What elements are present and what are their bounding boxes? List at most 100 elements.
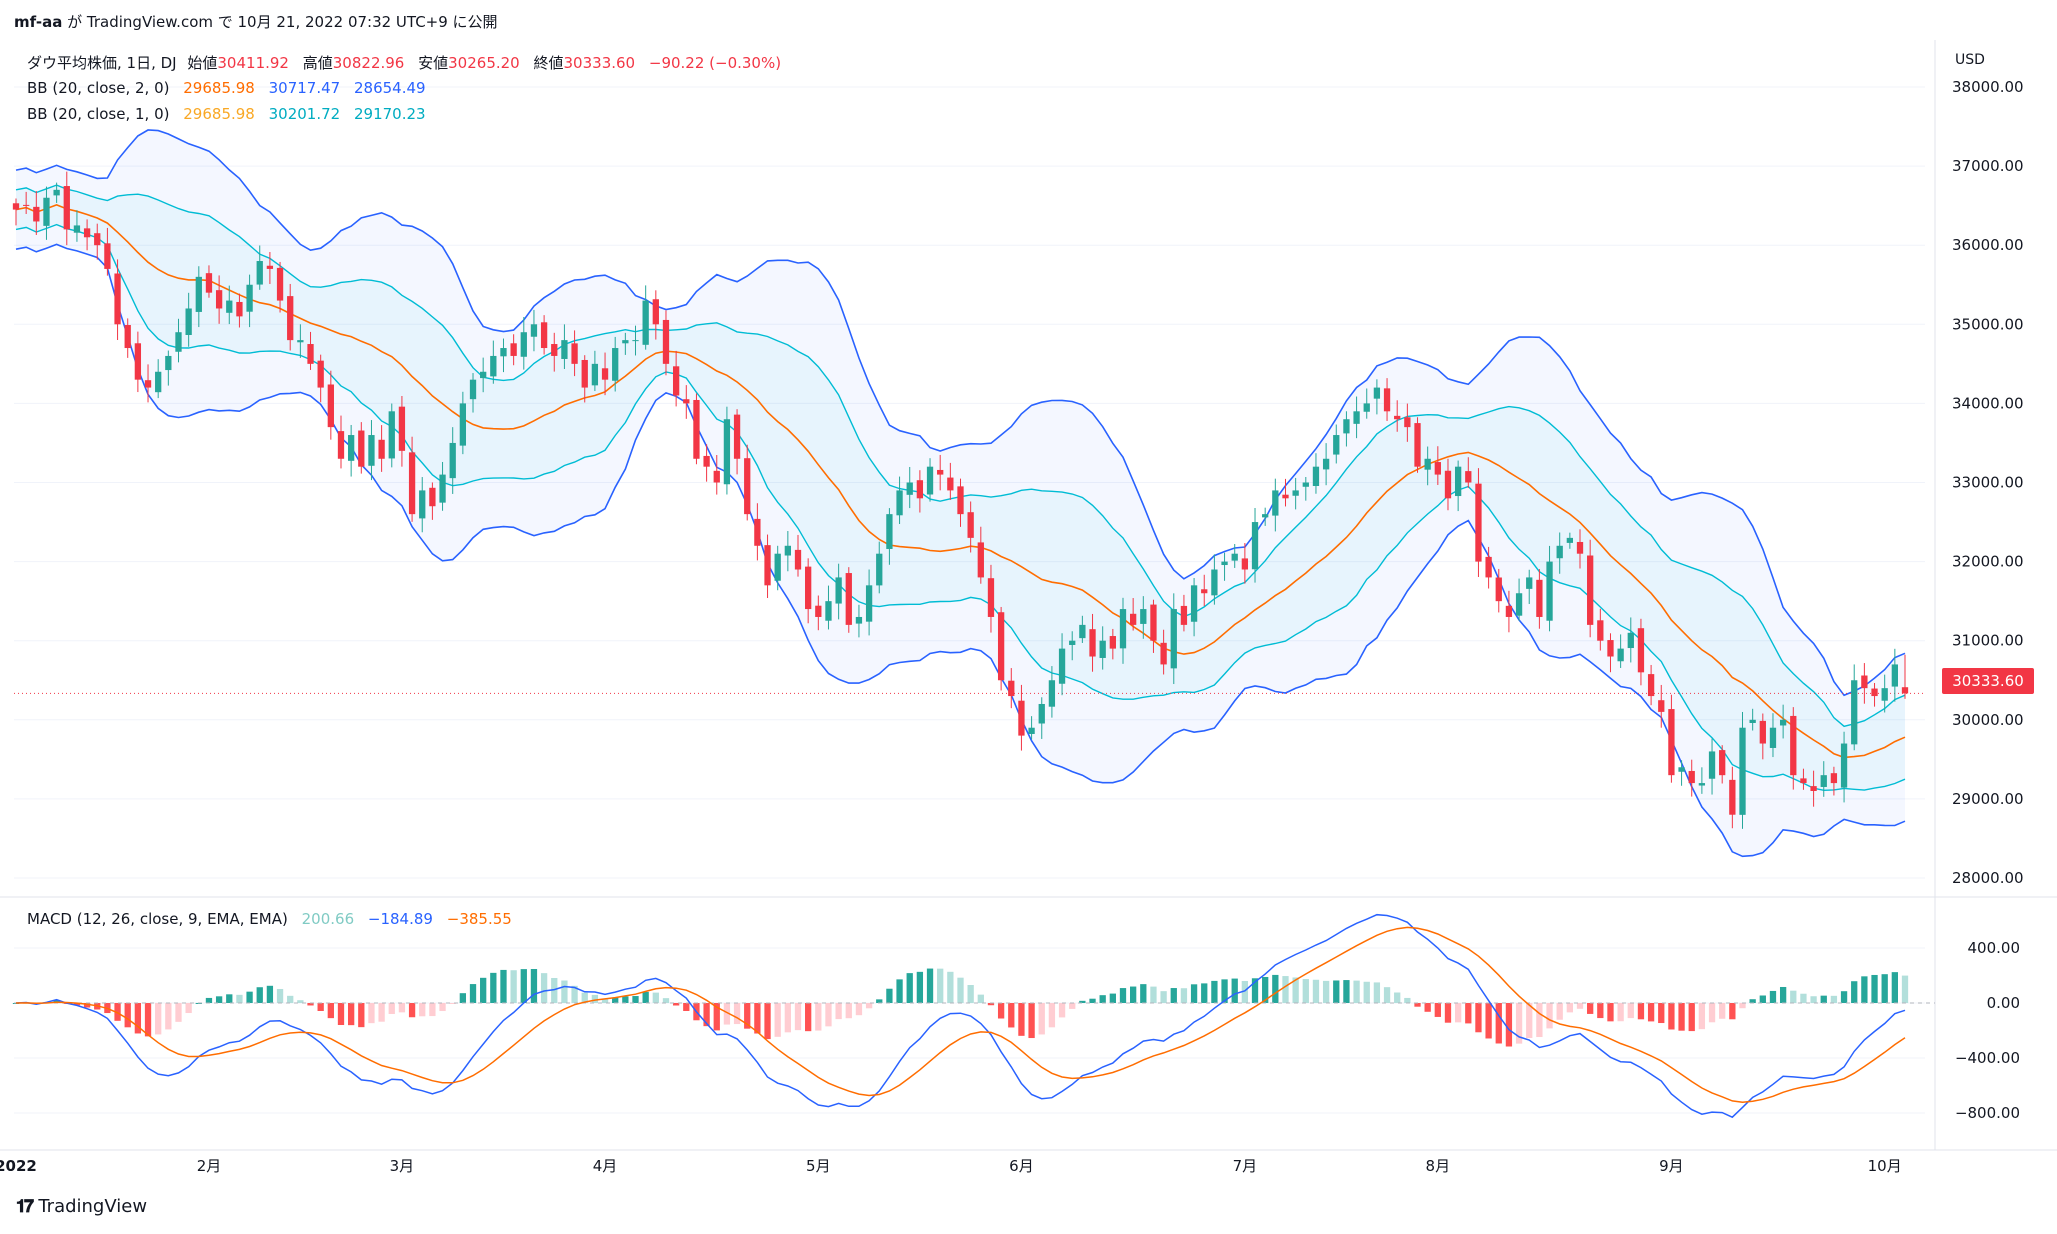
candle-body — [571, 343, 578, 364]
macd-histogram-bar — [1505, 1003, 1513, 1047]
macd-histogram-bar — [459, 993, 467, 1003]
candle-body — [1282, 494, 1289, 499]
candle-body — [1769, 727, 1777, 748]
macd-histogram-bar — [398, 1003, 406, 1013]
macd-histogram-bar — [1495, 1003, 1502, 1044]
candle — [815, 595, 822, 631]
macd-histogram-bar — [581, 992, 588, 1003]
macd-histogram-bar — [784, 1003, 791, 1033]
candle-body — [865, 585, 873, 622]
price-tick-label: 30000.00 — [1952, 711, 2024, 729]
candle — [368, 420, 375, 481]
macd-histogram-bar — [500, 969, 507, 1003]
macd-histogram-bar — [865, 1003, 873, 1009]
candle-body — [226, 300, 233, 313]
candle — [1434, 446, 1441, 485]
macd-histogram-bar — [1383, 987, 1391, 1003]
candle — [1830, 766, 1838, 796]
candle-body — [886, 514, 893, 549]
candle — [1881, 674, 1888, 713]
candle-body — [63, 186, 70, 230]
candle-body — [1058, 648, 1066, 684]
candle — [1820, 761, 1827, 797]
candle — [358, 422, 365, 474]
candle-body — [957, 486, 964, 515]
candle — [398, 395, 406, 467]
candle-body — [510, 343, 517, 356]
candle-body — [1729, 779, 1736, 815]
candle — [388, 403, 395, 468]
macd-histogram-bar — [662, 998, 670, 1003]
price-tick-label: 34000.00 — [1952, 394, 2024, 412]
macd-legend[interactable]: MACD (12, 26, close, 9, EMA, EMA) 200.66… — [27, 910, 521, 928]
macd-histogram-bar — [510, 970, 517, 1003]
symbol-label[interactable]: ダウ平均株価, 1日, DJ — [27, 54, 177, 72]
bb1-legend[interactable]: BB (20, close, 2, 0) 29685.98 30717.47 2… — [27, 79, 435, 97]
candle-body — [205, 273, 213, 293]
candle — [1800, 768, 1807, 790]
candle-body — [1790, 715, 1797, 776]
macd-histogram-bar — [1018, 1003, 1025, 1036]
candle — [1424, 446, 1431, 486]
macd-histogram-bar — [1658, 1003, 1665, 1024]
candle — [490, 340, 497, 384]
macd-histogram-bar — [1404, 997, 1411, 1003]
candle — [886, 508, 893, 565]
candle-body — [1343, 419, 1350, 434]
candle-body — [398, 406, 406, 451]
candle-body — [266, 265, 274, 269]
time-tick-label: 6月 — [1009, 1157, 1034, 1175]
macd-histogram-bar — [987, 1003, 995, 1006]
last-price-badge: 30333.60 — [1942, 668, 2034, 694]
macd-tick-label: 400.00 — [1968, 939, 2021, 957]
macd-histogram-bar — [1597, 1003, 1604, 1019]
candle — [1617, 634, 1624, 668]
bb2-legend[interactable]: BB (20, close, 1, 0) 29685.98 30201.72 2… — [27, 105, 435, 123]
candle-body — [1170, 609, 1177, 669]
candle — [876, 541, 883, 594]
candle-body — [1241, 558, 1249, 570]
candle — [1282, 478, 1289, 507]
macd-histogram-bar — [713, 1003, 720, 1031]
candle — [33, 191, 40, 235]
candle — [581, 355, 588, 403]
macd-histogram-bar — [733, 1003, 741, 1025]
macd-label: MACD (12, 26, close, 9, EMA, EMA) — [27, 910, 288, 928]
candle — [916, 470, 924, 513]
candle-body — [967, 512, 974, 538]
macd-histogram-bar — [1322, 980, 1330, 1003]
candle — [408, 436, 416, 522]
author-name[interactable]: mf-aa — [14, 13, 63, 31]
candle-body — [805, 566, 812, 610]
macd-histogram-bar — [1444, 1003, 1452, 1023]
candle — [1099, 626, 1106, 670]
candle-body — [246, 284, 253, 312]
candle — [317, 354, 324, 403]
bb-basis-line — [15, 204, 1906, 759]
footer-brand: TradingView — [38, 1196, 148, 1217]
candle-body — [1292, 490, 1299, 496]
candle — [155, 359, 162, 399]
candle — [845, 567, 852, 633]
macd-histogram-bar — [977, 994, 984, 1003]
tradingview-logo[interactable]: 𝟏𝟕 TradingView — [16, 1196, 147, 1217]
macd-histogram-bar — [1708, 1003, 1716, 1023]
candle-body — [104, 243, 111, 269]
bb2-upper-value: 30201.72 — [268, 105, 341, 123]
macd-histogram-bar — [683, 1003, 690, 1011]
candle-body — [1089, 629, 1096, 657]
candle — [510, 334, 517, 366]
macd-histogram-bar — [1363, 981, 1370, 1003]
candle-body — [825, 601, 832, 621]
macd-histogram-bar — [1800, 993, 1807, 1003]
candle-body — [1739, 727, 1746, 815]
candle-body — [439, 474, 446, 503]
macd-histogram-bar — [1079, 1000, 1086, 1003]
candle-body — [195, 276, 202, 312]
candle — [297, 324, 304, 358]
macd-histogram-bar — [1536, 1003, 1543, 1038]
candle-body — [1881, 688, 1888, 701]
publish-info: が TradingView.com で 10月 21, 2022 07:32 U… — [67, 13, 498, 31]
candle-body — [256, 261, 263, 285]
